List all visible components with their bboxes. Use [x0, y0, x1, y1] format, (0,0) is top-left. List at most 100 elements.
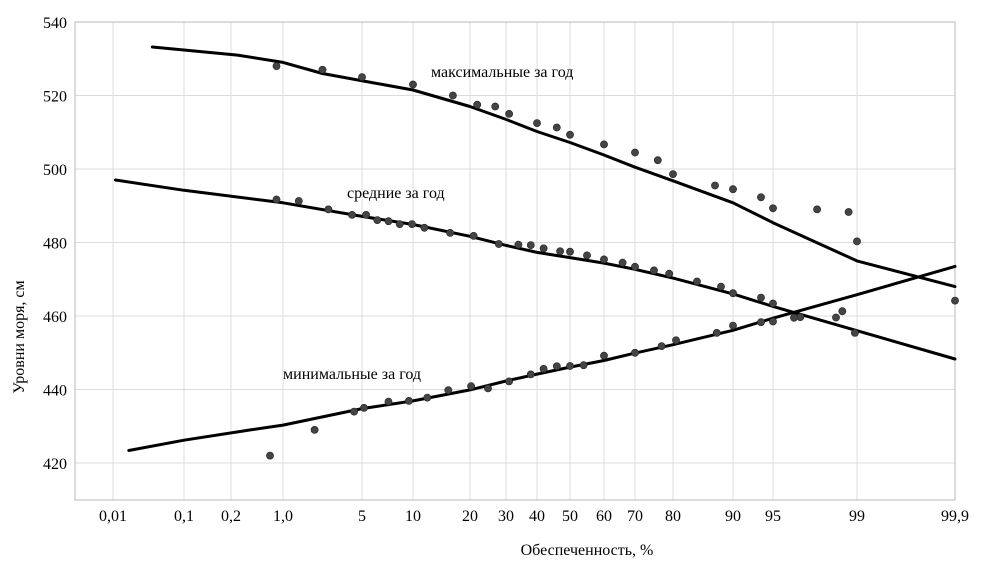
point-mean — [650, 266, 658, 275]
point-max — [491, 102, 500, 111]
y-tick-label: 540 — [43, 15, 67, 32]
point-min — [423, 393, 432, 402]
point-max — [813, 205, 821, 214]
point-min — [600, 351, 608, 360]
point-min — [712, 328, 721, 337]
point-min — [526, 370, 535, 379]
point-min — [266, 451, 274, 460]
point-max — [711, 181, 719, 190]
point-mean — [729, 289, 737, 298]
x-tick-label: 1,0 — [273, 508, 293, 525]
point-max — [505, 110, 513, 118]
point-mean — [446, 228, 454, 237]
point-mean — [838, 307, 847, 316]
point-min — [672, 336, 680, 345]
point-mean — [395, 220, 404, 228]
y-axis-label: Уровни моря, см — [11, 280, 28, 393]
point-max — [844, 208, 853, 216]
point-mean — [851, 328, 859, 337]
point-mean — [539, 244, 548, 253]
point-max — [951, 296, 959, 305]
point-mean — [618, 258, 627, 267]
point-mean — [420, 223, 429, 232]
y-tick-label: 460 — [43, 309, 67, 326]
point-max — [358, 73, 366, 81]
point-min — [631, 348, 639, 357]
point-min — [729, 321, 737, 330]
point-max — [769, 204, 777, 213]
curve-mean — [113, 178, 957, 361]
point-mean — [373, 216, 382, 224]
point-mean — [769, 299, 777, 308]
point-min — [384, 397, 393, 406]
point-mean — [294, 197, 303, 205]
point-min — [444, 386, 453, 395]
point-max — [448, 91, 457, 100]
point-max — [853, 237, 861, 246]
point-mean — [526, 241, 535, 249]
point-max — [729, 185, 737, 194]
point-min — [484, 384, 492, 393]
x-tick-label: 20 — [462, 508, 478, 525]
annotation-max: максимальные за год — [431, 64, 573, 81]
point-mean — [469, 231, 478, 240]
point-mean — [408, 220, 416, 228]
point-max — [272, 62, 281, 70]
point-min — [360, 403, 368, 412]
point-min — [404, 396, 413, 405]
point-mean — [348, 210, 356, 219]
point-min — [310, 425, 319, 434]
curve-max — [150, 45, 957, 289]
point-min — [350, 407, 358, 416]
point-max — [318, 65, 327, 74]
x-tick-label: 60 — [596, 508, 612, 525]
point-max — [757, 193, 765, 202]
y-tick-label: 520 — [43, 89, 67, 106]
x-tick-label: 99,9 — [941, 508, 969, 525]
x-tick-label: 90 — [725, 508, 741, 525]
x-tick-label: 70 — [627, 508, 643, 525]
point-max — [473, 100, 482, 109]
point-mean — [556, 247, 564, 256]
point-min — [790, 313, 798, 322]
curve-min — [127, 264, 957, 452]
x-tick-label: 30 — [498, 508, 514, 525]
point-min — [657, 342, 666, 350]
point-min — [566, 362, 574, 370]
point-max — [566, 130, 574, 139]
point-min — [539, 364, 548, 373]
point-min — [579, 361, 588, 370]
y-tick-label: 440 — [43, 383, 67, 400]
point-mean — [665, 269, 674, 278]
x-tick-label: 99 — [849, 508, 865, 525]
x-tick-label: 0,01 — [99, 508, 127, 525]
point-min — [757, 318, 765, 327]
annotation-min: минимальные за год — [283, 366, 421, 383]
point-mean — [514, 240, 523, 249]
x-tick-label: 0,2 — [221, 508, 241, 525]
y-tick-labels: 420 440 460 480 500 520 540 — [43, 15, 67, 473]
point-mean — [631, 262, 639, 271]
point-min — [505, 377, 513, 386]
x-tick-label: 80 — [665, 508, 681, 525]
data-points — [266, 62, 959, 460]
x-tick-label: 40 — [529, 508, 545, 525]
point-mean — [832, 313, 840, 322]
trend-curves — [113, 45, 957, 452]
point-mean — [693, 277, 701, 286]
point-max — [409, 80, 417, 89]
point-mean — [272, 195, 281, 204]
point-mean — [600, 255, 608, 264]
point-max — [600, 140, 608, 149]
point-mean — [583, 251, 591, 260]
x-tick-label: 95 — [765, 508, 781, 525]
x-tick-label: 10 — [405, 508, 421, 525]
x-tick-label: 0,1 — [174, 508, 194, 525]
point-min — [467, 382, 475, 391]
y-tick-label: 500 — [43, 162, 67, 179]
point-mean — [362, 210, 370, 219]
y-tick-label: 480 — [43, 236, 67, 253]
point-max — [533, 119, 541, 127]
point-max — [552, 123, 561, 132]
point-mean — [566, 247, 574, 256]
